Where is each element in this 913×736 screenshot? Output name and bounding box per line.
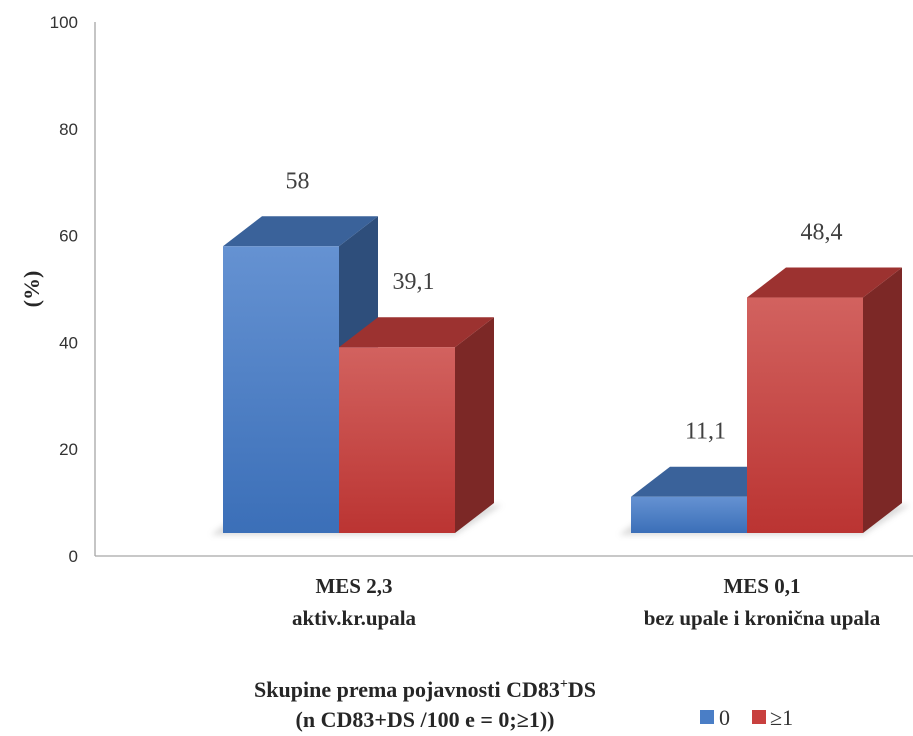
bar-top [339, 317, 494, 348]
bars [223, 216, 902, 533]
bar-top [747, 267, 902, 298]
bar-front [631, 496, 747, 533]
y-tick-labels: 0 20 40 60 80 100 [50, 13, 78, 566]
bar-series-1-group-1 [747, 267, 902, 533]
x-axis-title-line2: (n CD83+DS /100 e = 0;≥1)) [296, 707, 555, 732]
bar-series-1-group-0 [339, 317, 494, 533]
bar-top [223, 216, 378, 247]
y-tick-label: 0 [69, 547, 78, 566]
y-tick-label: 40 [59, 333, 78, 352]
data-label: 11,1 [685, 419, 726, 445]
x-axis-title-line1: Skupine prema pojavnosti CD83+DS [254, 677, 596, 702]
x-axis-title-end: DS [568, 677, 596, 702]
x-axis-title-main: Skupine prema pojavnosti CD83 [254, 677, 560, 702]
category-label: MES 2,3 [315, 574, 392, 598]
y-tick-label: 80 [59, 120, 78, 139]
legend-label-0: 0 [719, 705, 730, 730]
legend-swatch-0 [700, 710, 714, 724]
bar-front [339, 347, 455, 533]
category-label: aktiv.kr.upala [292, 606, 417, 630]
category-label: MES 0,1 [723, 574, 800, 598]
value-labels: 58 39,1 11,1 48,4 [286, 168, 843, 444]
data-label: 58 [286, 168, 310, 194]
category-label: bez upale i kronična upala [644, 606, 881, 630]
bar-front [223, 246, 339, 533]
x-axis-title-superscript: + [560, 677, 568, 692]
legend: 0 ≥1 [700, 705, 793, 730]
bar-side [863, 267, 902, 533]
data-label: 48,4 [801, 220, 843, 246]
y-tick-label: 60 [59, 227, 78, 246]
legend-label-1: ≥1 [770, 705, 793, 730]
y-tick-label: 100 [50, 13, 78, 32]
bar-side [455, 317, 494, 533]
y-axis-title: (%) [19, 271, 44, 308]
category-labels: MES 2,3 aktiv.kr.upala MES 0,1 bez upale i … [292, 574, 881, 630]
data-label: 39,1 [393, 269, 435, 295]
bar-front [747, 297, 863, 533]
legend-swatch-1 [752, 710, 766, 724]
y-tick-label: 20 [59, 440, 78, 459]
